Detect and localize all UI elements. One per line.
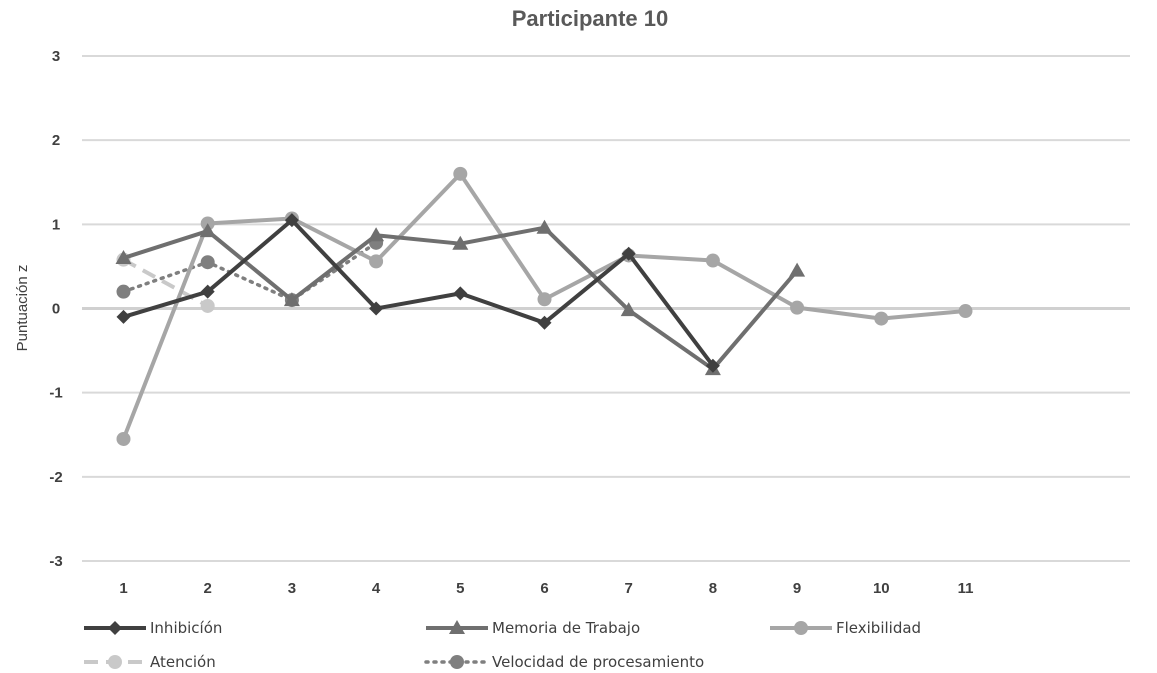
x-tick-labels: 1 2 3 4 5 6 7 8 9 10 11 <box>119 580 973 597</box>
legend-item: Memoria de Trabajo <box>426 619 640 637</box>
data-point <box>537 292 552 307</box>
y-tick-label: -3 <box>49 553 62 570</box>
data-point <box>116 284 131 299</box>
series-1 <box>116 213 720 373</box>
chart-title: Participante 10 <box>512 6 669 31</box>
data-point <box>368 227 385 242</box>
y-tick-label: 2 <box>52 132 60 149</box>
data-point <box>705 358 720 373</box>
series-2 <box>115 219 806 376</box>
y-axis-label: Puntuación z <box>14 265 31 352</box>
y-tick-labels: 3 2 1 0 -1 -2 -3 <box>49 48 62 570</box>
legend-item: Inhibicíón <box>84 619 222 637</box>
data-point <box>874 311 889 326</box>
data-point <box>536 219 553 234</box>
legend-marker <box>794 621 808 635</box>
data-point <box>200 255 215 270</box>
data-point <box>453 166 468 181</box>
legend-label: Velocidad de procesamiento <box>492 653 704 671</box>
data-point <box>199 223 216 238</box>
legend-marker <box>450 655 464 669</box>
data-point <box>116 309 131 324</box>
data-point <box>958 304 973 319</box>
series-layer <box>115 166 973 446</box>
data-point <box>283 292 300 307</box>
legend-label: Flexibilidad <box>836 619 921 637</box>
y-tick-label: 1 <box>52 216 60 233</box>
legend-marker <box>449 620 465 634</box>
x-tick-label: 4 <box>372 580 381 597</box>
data-point <box>284 213 299 228</box>
y-tick-label: 3 <box>52 48 60 65</box>
y-tick-label: 0 <box>52 301 60 318</box>
legend-item: Flexibilidad <box>770 619 921 637</box>
x-tick-label: 1 <box>119 580 127 597</box>
x-tick-label: 5 <box>456 580 464 597</box>
series-3 <box>116 166 973 446</box>
data-point <box>115 250 132 264</box>
data-point <box>200 284 215 299</box>
data-point <box>200 298 215 313</box>
series-line <box>121 171 966 440</box>
data-point <box>453 286 468 301</box>
legend-item: Atención <box>84 653 216 671</box>
x-tick-label: 6 <box>540 580 548 597</box>
data-point <box>621 246 636 261</box>
x-tick-label: 7 <box>625 580 633 597</box>
y-tick-label: -1 <box>49 385 62 402</box>
x-tick-label: 2 <box>204 580 212 597</box>
series-line <box>121 241 378 302</box>
legend-label: Inhibicíón <box>150 619 222 637</box>
data-point <box>705 253 720 268</box>
x-tick-label: 9 <box>793 580 801 597</box>
series-line <box>122 257 209 308</box>
legend-item: Velocidad de procesamiento <box>424 653 704 671</box>
legend-marker <box>108 621 122 635</box>
data-point <box>369 254 384 269</box>
data-point <box>369 301 384 316</box>
data-point <box>537 315 552 330</box>
legend-marker <box>108 655 122 669</box>
gridlines <box>82 55 1130 562</box>
data-point <box>452 235 469 250</box>
legend: Inhibicíón Memoria de Trabajo Flexibilidad… <box>84 619 921 671</box>
x-tick-label: 11 <box>958 580 974 597</box>
x-tick-label: 10 <box>873 580 890 597</box>
legend-label: Memoria de Trabajo <box>492 619 640 637</box>
data-point <box>789 262 806 277</box>
x-tick-label: 8 <box>709 580 717 597</box>
legend-label: Atención <box>150 653 216 671</box>
y-tick-label: -2 <box>49 469 62 486</box>
data-point <box>116 431 131 446</box>
data-point <box>620 302 637 317</box>
x-tick-label: 3 <box>288 580 296 597</box>
series-line <box>122 218 715 367</box>
data-point <box>790 300 805 315</box>
